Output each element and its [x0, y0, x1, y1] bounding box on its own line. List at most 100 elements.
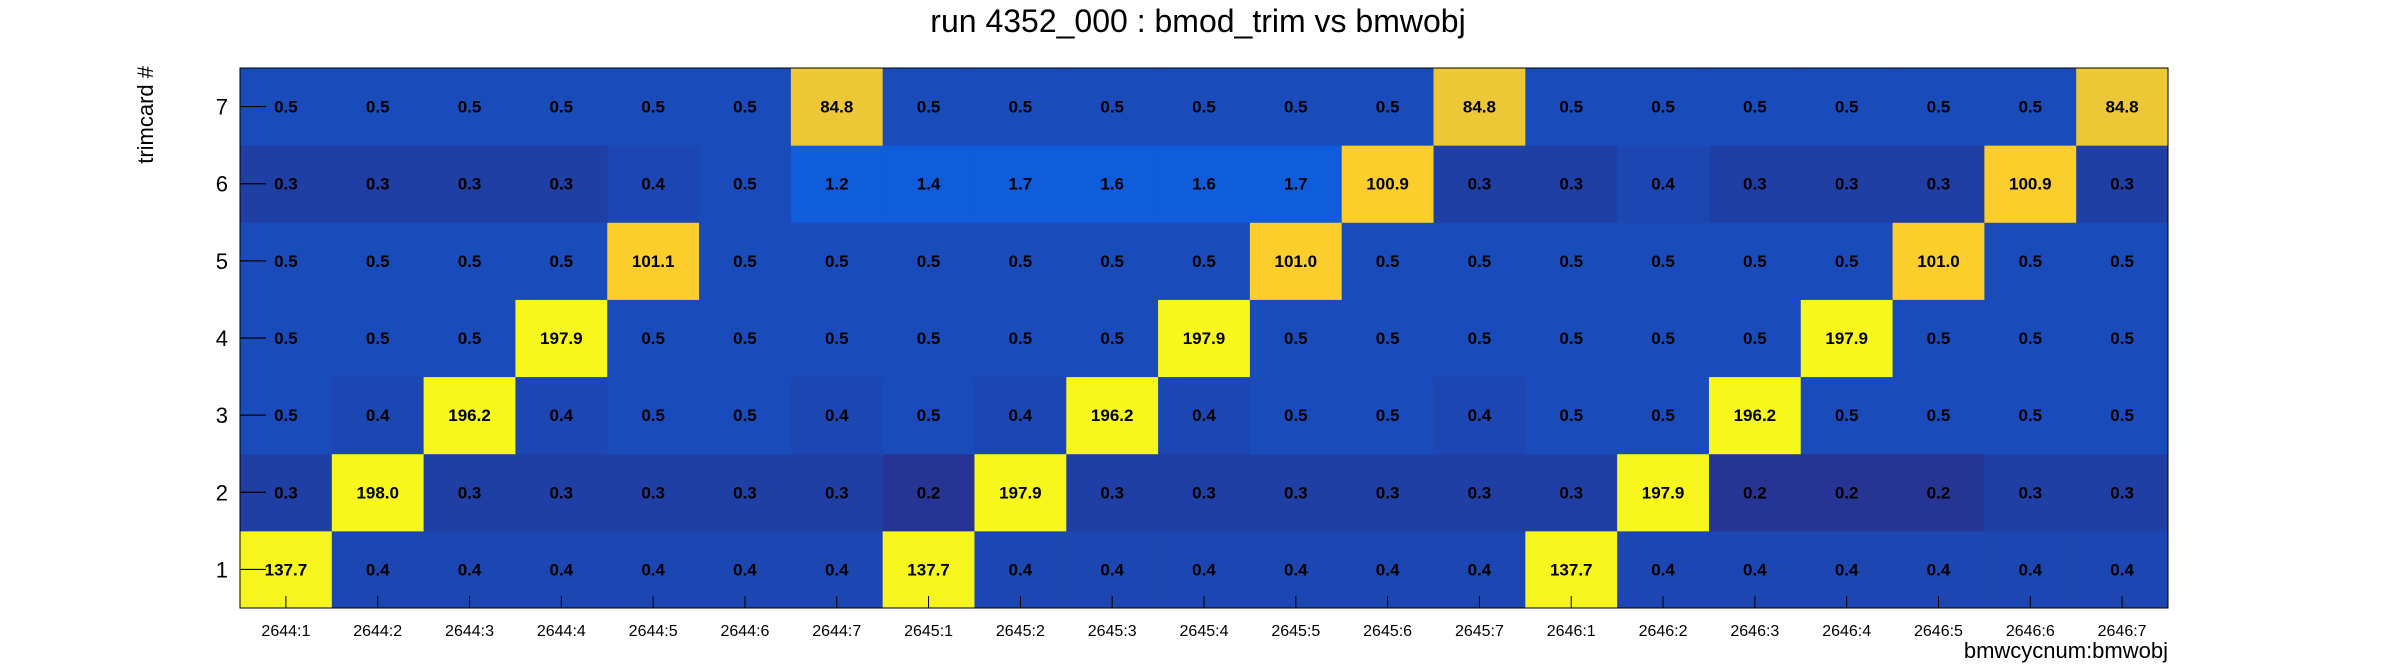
cell-value-label: 84.8	[1463, 98, 1496, 117]
cell-value-label: 101.1	[632, 252, 675, 271]
heatmap-cell	[515, 530, 608, 609]
heatmap-cell	[515, 222, 608, 300]
cell-value-label: 0.5	[1376, 329, 1400, 348]
cell-value-label: 0.3	[641, 483, 665, 502]
cell-value-label: 196.2	[1734, 406, 1777, 425]
cell-value-label: 0.4	[366, 560, 390, 579]
cell-value-label: 0.3	[1192, 483, 1216, 502]
cell-value-label: 0.5	[1927, 329, 1951, 348]
heatmap-cell	[331, 376, 425, 455]
cell-value-label: 0.3	[1284, 483, 1308, 502]
heatmap-cell	[1341, 68, 1435, 146]
heatmap-cell	[882, 376, 975, 455]
cell-value-label: 0.5	[366, 329, 390, 348]
cell-value-label: 0.5	[550, 252, 574, 271]
cell-value-label: 0.3	[458, 175, 482, 194]
heatmap-cell	[331, 299, 425, 378]
heatmap-cell	[882, 222, 975, 300]
plot-frame	[239, 67, 2169, 609]
cell-value-label: 0.3	[1927, 175, 1951, 194]
cell-value-label: 0.5	[733, 98, 757, 117]
heatmap-cell	[607, 376, 700, 455]
cell-value-label: 0.5	[366, 98, 390, 117]
cell-value-label: 0.4	[825, 560, 849, 579]
heatmap-cell	[1341, 145, 1435, 223]
heatmap-cell	[1984, 68, 2077, 146]
heatmap-cell	[1158, 145, 1251, 223]
heatmap-cell	[1800, 376, 1894, 455]
cell-value-label: 0.5	[550, 98, 574, 117]
x-tick-label: 2644:1	[261, 623, 310, 640]
cell-value-label: 0.5	[1468, 252, 1492, 271]
heatmap-cell	[515, 453, 608, 532]
y-tick-label: 2	[216, 480, 228, 505]
cell-value-label: 0.5	[825, 252, 849, 271]
cell-value-label: 0.5	[1192, 252, 1216, 271]
cell-value-label: 137.7	[907, 560, 950, 579]
heatmap-cell	[1066, 299, 1159, 378]
cell-value-label: 0.5	[1835, 406, 1859, 425]
cell-value-label: 0.4	[2110, 560, 2134, 579]
heatmap-cell	[1800, 530, 1894, 609]
heatmap-cell	[1525, 299, 1618, 378]
cell-value-label: 0.3	[550, 483, 574, 502]
cell-value-label: 84.8	[2106, 98, 2139, 117]
cell-value-label: 0.4	[1835, 560, 1859, 579]
heatmap-cell	[1525, 145, 1618, 223]
cell-value-label: 0.5	[917, 406, 941, 425]
x-tick-label: 2645:5	[1271, 623, 1320, 640]
heatmap-cell	[974, 530, 1067, 609]
heatmap-cell	[2076, 145, 2169, 223]
cell-value-label: 0.4	[550, 560, 574, 579]
heatmap-cell	[1249, 299, 1343, 378]
heatmap-cell	[1433, 222, 1526, 300]
heatmap-cell	[1066, 222, 1159, 300]
heatmap-cell	[607, 145, 700, 223]
heatmap-cell	[1800, 145, 1894, 223]
cell-value-label: 0.2	[1743, 483, 1767, 502]
cell-value-label: 0.5	[825, 329, 849, 348]
x-tick-label: 2644:5	[629, 623, 678, 640]
heatmap-cell	[699, 145, 792, 223]
cell-value-label: 0.3	[1559, 175, 1583, 194]
cell-value-label: 0.5	[2018, 252, 2042, 271]
heatmap-cell	[882, 453, 975, 532]
x-tick-label: 2646:5	[1914, 623, 1963, 640]
heatmap-cell	[607, 299, 700, 378]
heatmap-cell	[790, 453, 884, 532]
heatmap-cell	[1892, 530, 1985, 609]
heatmap-cell	[2076, 453, 2169, 532]
cell-value-label: 0.5	[1835, 252, 1859, 271]
cell-value-label: 0.3	[1835, 175, 1859, 194]
y-tick-label: 7	[216, 95, 228, 120]
heatmap-cell	[1800, 453, 1894, 532]
cell-value-label: 101.0	[1275, 252, 1318, 271]
heatmap-cell	[1341, 299, 1435, 378]
cell-value-label: 0.5	[1559, 329, 1583, 348]
heatmap-cell	[1066, 145, 1159, 223]
y-tick-label: 5	[216, 249, 228, 274]
cell-value-label: 0.3	[458, 483, 482, 502]
cell-value-label: 0.3	[733, 483, 757, 502]
heatmap-cell	[1249, 222, 1343, 300]
heatmap-cell	[1525, 68, 1618, 146]
heatmap-cell	[423, 376, 516, 455]
heatmap-cell	[1158, 68, 1251, 146]
heatmap-cell	[1158, 222, 1251, 300]
heatmap-cell	[1708, 299, 1802, 378]
heatmap-cell	[1617, 68, 1710, 146]
heatmap-cell	[699, 222, 792, 300]
heatmap-cell-labels: 137.7 0.4 0.4 0.4 0.4 0.4 0.4 137.7 0.4 0.4 0.4 0.4…	[265, 98, 2139, 580]
heatmap-cell	[1617, 145, 1710, 223]
cell-value-label: 0.5	[1651, 252, 1675, 271]
heatmap-cell	[1066, 453, 1159, 532]
cell-value-label: 0.5	[366, 252, 390, 271]
heatmap-cell	[515, 68, 608, 146]
heatmap-cell	[1800, 299, 1894, 378]
heatmap-cell	[423, 68, 516, 146]
axis-ticks	[240, 105, 2123, 608]
heatmap-cell	[2076, 376, 2169, 455]
heatmap-cell	[1892, 222, 1985, 300]
cell-value-label: 0.5	[1100, 252, 1124, 271]
cell-value-label: 197.9	[1183, 329, 1226, 348]
